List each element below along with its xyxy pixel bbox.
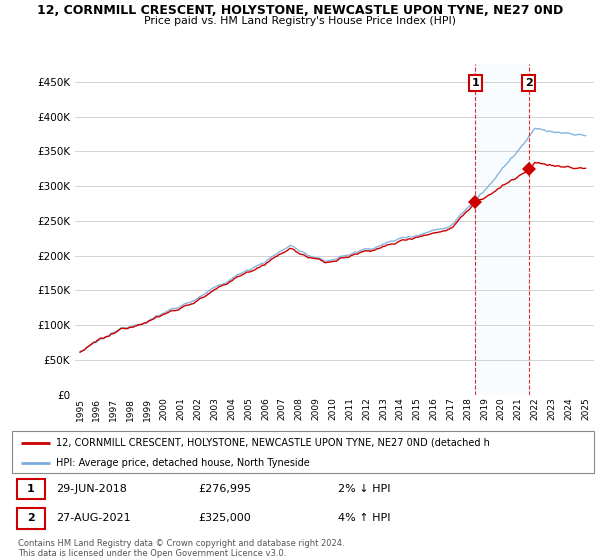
Text: 4% ↑ HPI: 4% ↑ HPI	[338, 514, 391, 524]
Text: 29-JUN-2018: 29-JUN-2018	[56, 484, 127, 494]
Text: 1: 1	[472, 78, 479, 88]
FancyBboxPatch shape	[17, 479, 44, 500]
Text: HPI: Average price, detached house, North Tyneside: HPI: Average price, detached house, Nort…	[56, 458, 310, 468]
Text: £276,995: £276,995	[198, 484, 251, 494]
Text: £325,000: £325,000	[198, 514, 251, 524]
Text: Contains HM Land Registry data © Crown copyright and database right 2024.
This d: Contains HM Land Registry data © Crown c…	[18, 539, 344, 558]
FancyBboxPatch shape	[12, 431, 594, 473]
Text: 1: 1	[27, 484, 34, 494]
Text: 27-AUG-2021: 27-AUG-2021	[56, 514, 130, 524]
Text: 2: 2	[525, 78, 533, 88]
Text: 2: 2	[27, 514, 34, 524]
Bar	[475, 64, 529, 395]
Text: 12, CORNMILL CRESCENT, HOLYSTONE, NEWCASTLE UPON TYNE, NE27 0ND: 12, CORNMILL CRESCENT, HOLYSTONE, NEWCAS…	[37, 4, 563, 17]
FancyBboxPatch shape	[17, 508, 44, 529]
Text: 12, CORNMILL CRESCENT, HOLYSTONE, NEWCASTLE UPON TYNE, NE27 0ND (detached h: 12, CORNMILL CRESCENT, HOLYSTONE, NEWCAS…	[56, 438, 490, 448]
Text: 2% ↓ HPI: 2% ↓ HPI	[338, 484, 391, 494]
Text: Price paid vs. HM Land Registry's House Price Index (HPI): Price paid vs. HM Land Registry's House …	[144, 16, 456, 26]
